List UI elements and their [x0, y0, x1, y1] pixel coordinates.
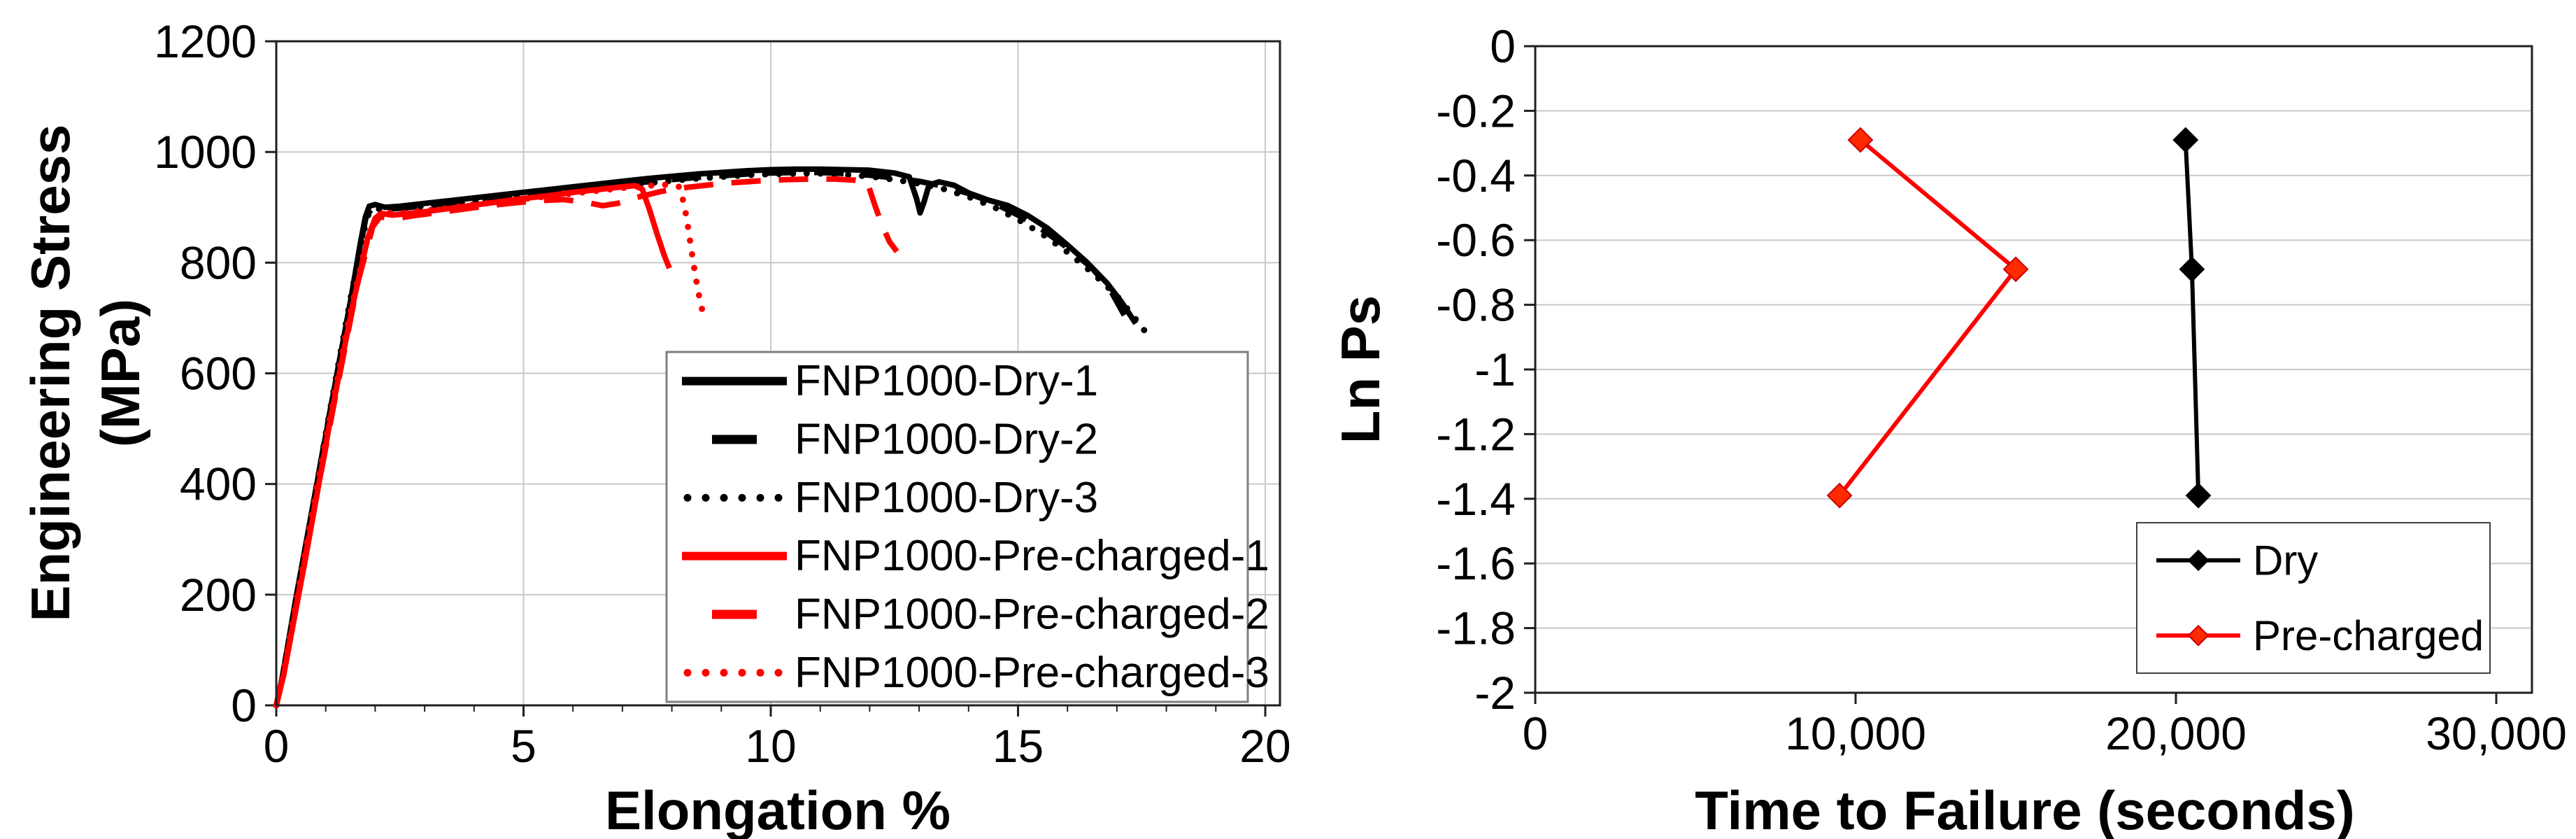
series-fnp1000-pre-charged-2 — [273, 176, 899, 706]
x-tick-label: 20,000 — [2105, 707, 2247, 759]
y-tick-label: -1.4 — [1436, 473, 1516, 525]
legend-entry-pre-charged: Pre-charged — [2156, 612, 2484, 659]
x-tick-label: 0 — [1523, 707, 1549, 759]
y-tick-label: -0.6 — [1436, 214, 1516, 266]
legend-label: FNP1000-Pre-charged-3 — [795, 649, 1269, 697]
axes: 0 10,000 20,000 30,000 0 -0.2 -0.4 -0.6 -0.8 -1 -1… — [1436, 20, 2567, 759]
legend-label: FNP1000-Dry-3 — [795, 474, 1098, 522]
legend-sample-marker — [2187, 549, 2209, 572]
y-tick-label: -1 — [1474, 344, 1516, 395]
x-axis-title: Time to Failure (seconds) — [1695, 780, 2354, 839]
series-fnp1000-dry-3 — [273, 170, 1148, 709]
x-tick-label: 5 — [511, 720, 536, 772]
y-tick-label: 1000 — [154, 126, 257, 178]
legend-label: FNP1000-Dry-1 — [795, 357, 1098, 405]
data-point-pre-charged — [1847, 127, 1874, 153]
data-point-pre-charged — [1826, 482, 1853, 509]
x-tick-label: 10,000 — [1785, 707, 1926, 759]
x-tick-label: 10 — [745, 720, 796, 772]
y-tick-label: 800 — [180, 237, 257, 288]
series-fnp1000-dry-2 — [273, 169, 1127, 706]
legend-entry-fnp1000-pre-charged-1: FNP1000-Pre-charged-1 — [682, 532, 1269, 580]
data-point-dry — [2179, 256, 2205, 283]
legend-entry-fnp1000-pre-charged-2: FNP1000-Pre-charged-2 — [712, 591, 1269, 639]
x-tick-label: 20 — [1239, 720, 1290, 772]
y-tick-label: -0.8 — [1436, 279, 1516, 331]
legend-box — [2136, 522, 2491, 674]
y-axis-title: Ln Ps — [1330, 295, 1391, 444]
y-tick-label: 200 — [180, 569, 257, 621]
legend-label: FNP1000-Pre-charged-1 — [795, 532, 1269, 580]
y-tick-label: 600 — [180, 348, 257, 400]
ln-ps-chart: 0 10,000 20,000 30,000 0 -0.2 -0.4 -0.6 -0.8 -1 -1… — [1330, 20, 2567, 839]
time-to-failure-chart-panel: 0 10,000 20,000 30,000 0 -0.2 -0.4 -0.6 -0.8 -1 -1… — [1294, 0, 2576, 839]
plot-border — [1534, 45, 2533, 694]
data-point-dry — [2172, 127, 2199, 153]
y-axis-title-line-1: Engineering Stress — [20, 125, 81, 622]
legend-label: Pre-charged — [2253, 612, 2484, 659]
y-tick-label: -1.2 — [1436, 408, 1516, 460]
legend-label: Dry — [2253, 537, 2318, 584]
x-tick-label: 30,000 — [2426, 707, 2567, 759]
y-tick-label: 0 — [1490, 20, 1516, 72]
series-dry — [2183, 139, 2201, 496]
series-fnp1000-pre-charged-3 — [273, 181, 708, 709]
legend: Dry Pre-charged — [2136, 522, 2491, 674]
y-tick-label: -0.4 — [1436, 150, 1516, 202]
data-point-pre-charged — [2002, 256, 2029, 283]
y-tick-label: 0 — [231, 679, 257, 731]
y-tick-label: -1.8 — [1436, 602, 1516, 654]
x-axis-title: Elongation % — [605, 780, 951, 839]
y-tick-label: -1.6 — [1436, 537, 1516, 589]
legend-entry-fnp1000-dry-3: FNP1000-Dry-3 — [683, 474, 1098, 522]
x-tick-label: 15 — [992, 720, 1044, 772]
legend-sample-marker — [2187, 624, 2209, 647]
series-pre-charged — [1837, 138, 2018, 498]
series-fnp1000-dry-1 — [273, 166, 1139, 706]
x-tick-label: 0 — [264, 720, 290, 772]
data-point-dry — [2185, 482, 2212, 509]
plot-border — [275, 40, 1281, 707]
legend-label: FNP1000-Dry-2 — [795, 416, 1098, 464]
y-tick-label: 1200 — [154, 15, 257, 67]
legend-label: FNP1000-Pre-charged-2 — [795, 591, 1269, 639]
y-tick-label: 400 — [180, 458, 257, 510]
series-fnp1000-pre-charged-1 — [273, 183, 672, 706]
legend: FNP1000-Dry-1 FNP1000-Dry-2 FNP1000-Dry-3 F… — [665, 351, 1269, 703]
legend-box — [665, 351, 1249, 703]
y-tick-label: -0.2 — [1436, 85, 1516, 136]
stress-strain-chart: 0 5 10 15 20020040060080010001200FNP1000-Dry… — [20, 15, 1291, 839]
legend-entry-fnp1000-pre-charged-3: FNP1000-Pre-charged-3 — [683, 649, 1269, 697]
legend-entry-fnp1000-dry-2: FNP1000-Dry-2 — [712, 416, 1098, 464]
legend-entry-dry: Dry — [2156, 537, 2318, 584]
y-axis-title-line-2: (MPa) — [90, 299, 151, 447]
stress-strain-chart-panel: 0 5 10 15 20 0 200 400 600 800 1000 1200 FNP1000-Dry… — [20, 15, 1291, 839]
legend-entry-fnp1000-dry-1: FNP1000-Dry-1 — [682, 357, 1098, 405]
y-tick-label: -2 — [1474, 667, 1516, 719]
